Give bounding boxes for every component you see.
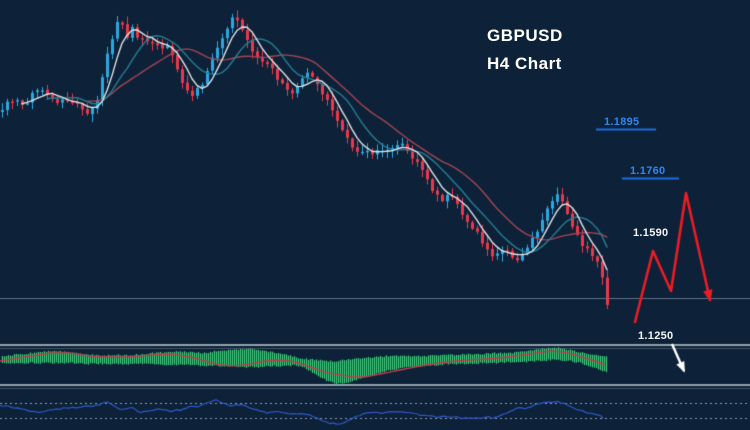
timeframe-label: H4 Chart: [487, 54, 562, 73]
symbol-label: GBPUSD: [487, 26, 563, 45]
chart-title: GBPUSD H4 Chart: [487, 22, 563, 78]
price-level-label-3: 1.1590: [633, 227, 669, 239]
price-level-label-2: 1.1760: [630, 165, 666, 177]
price-level-label-1: 1.1895: [604, 116, 640, 128]
price-level-label-4: 1.1250: [638, 330, 674, 342]
